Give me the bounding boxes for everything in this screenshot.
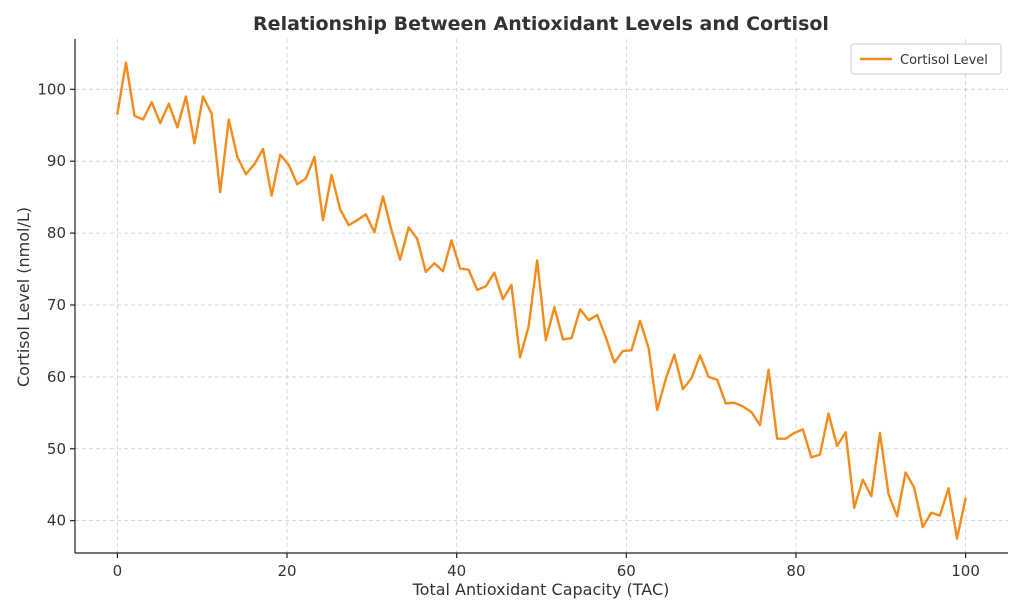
axes — [74, 39, 1008, 554]
grid — [75, 39, 1008, 553]
y-tick-label: 70 — [47, 296, 66, 314]
y-tick-label: 80 — [47, 224, 66, 242]
series-layer — [116, 61, 967, 540]
legend-box — [850, 43, 1002, 75]
x-tick-label: 40 — [447, 562, 466, 580]
x-tick-label: 20 — [277, 562, 296, 580]
y-tick-label: 40 — [47, 512, 66, 530]
x-tick-label: 60 — [617, 562, 636, 580]
x-tick-label: 80 — [786, 562, 805, 580]
y-tick-label: 50 — [47, 440, 66, 458]
y-tick-label: 60 — [47, 368, 66, 386]
y-tick-label: 100 — [37, 80, 66, 98]
y-tick-label: 90 — [47, 152, 66, 170]
x-tick-label: 100 — [951, 562, 980, 580]
y-axis-label: Cortisol Level (nmol/L) — [14, 207, 33, 387]
chart-title: Relationship Between Antioxidant Levels … — [253, 13, 829, 35]
x-tick-label: 0 — [113, 562, 123, 580]
legend-label-cortisol-level: Cortisol Level — [900, 53, 988, 68]
legend: Cortisol Level — [850, 43, 1002, 75]
x-axis-label: Total Antioxidant Capacity (TAC) — [412, 580, 670, 599]
series-line-cortisol-level — [116, 61, 967, 540]
x-axis-ticks: 0 20 40 60 80 100 — [113, 553, 980, 580]
y-axis-ticks: 40 50 60 70 80 90 100 — [37, 80, 75, 530]
